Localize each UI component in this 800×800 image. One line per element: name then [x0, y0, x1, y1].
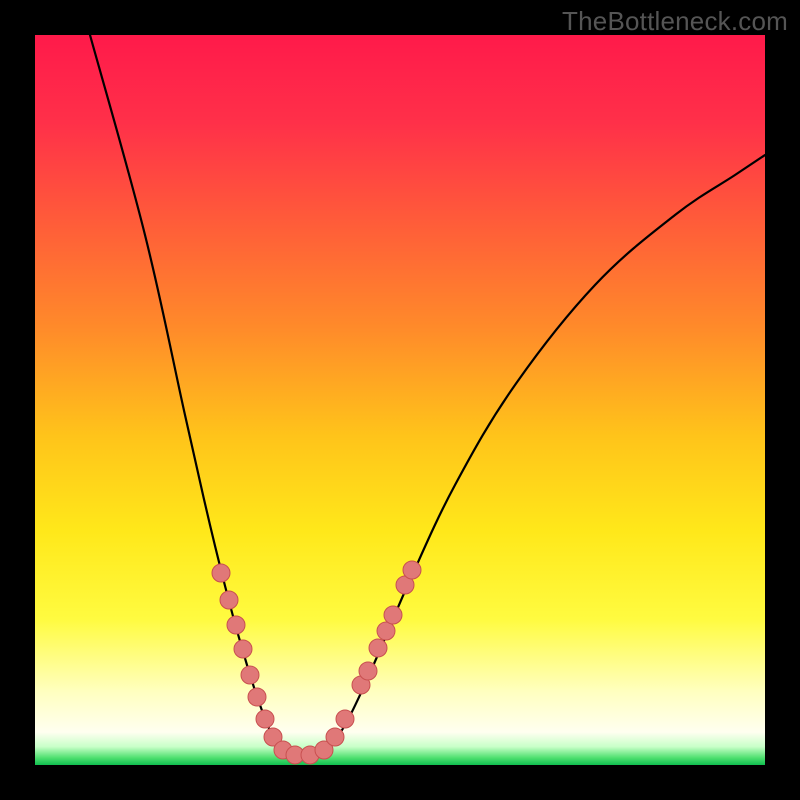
data-marker [220, 591, 238, 609]
data-marker [256, 710, 274, 728]
data-marker [326, 728, 344, 746]
plot-area [35, 35, 765, 765]
data-marker [241, 666, 259, 684]
data-markers [212, 561, 421, 764]
chart-svg [35, 35, 765, 765]
data-marker [369, 639, 387, 657]
bottleneck-curve [90, 35, 765, 756]
data-marker [384, 606, 402, 624]
frame: TheBottleneck.com [0, 0, 800, 800]
data-marker [359, 662, 377, 680]
data-marker [248, 688, 266, 706]
data-marker [234, 640, 252, 658]
data-marker [227, 616, 245, 634]
data-marker [336, 710, 354, 728]
data-marker [403, 561, 421, 579]
data-marker [377, 622, 395, 640]
watermark-text: TheBottleneck.com [562, 6, 788, 37]
data-marker [212, 564, 230, 582]
